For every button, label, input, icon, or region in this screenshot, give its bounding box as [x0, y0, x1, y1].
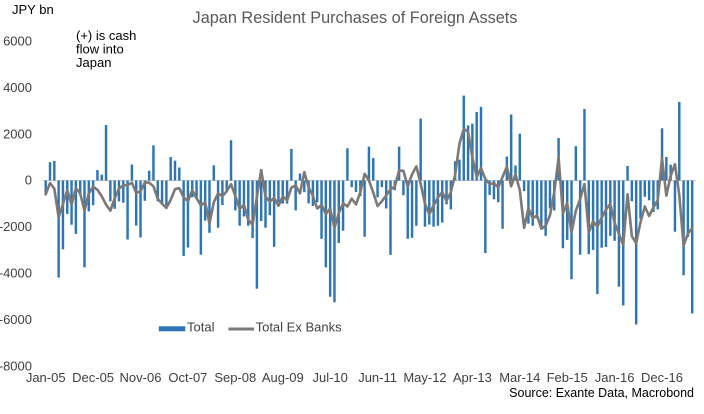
- svg-text:Oct-07: Oct-07: [168, 370, 207, 385]
- svg-text:-8000: -8000: [0, 358, 32, 373]
- svg-text:-4000: -4000: [0, 266, 32, 281]
- svg-text:Dec-16: Dec-16: [641, 370, 683, 385]
- svg-text:Nov-06: Nov-06: [120, 370, 162, 385]
- svg-text:Feb-15: Feb-15: [547, 370, 588, 385]
- svg-text:Aug-09: Aug-09: [262, 370, 304, 385]
- svg-text:Japan Resident Purchases of Fo: Japan Resident Purchases of Foreign Asse…: [193, 9, 518, 27]
- svg-text:Mar-14: Mar-14: [499, 370, 540, 385]
- svg-text:2000: 2000: [3, 126, 32, 141]
- svg-text:Jun-11: Jun-11: [358, 370, 397, 385]
- svg-text:Sep-08: Sep-08: [214, 370, 256, 385]
- svg-text:Total: Total: [187, 320, 215, 335]
- svg-text:-6000: -6000: [0, 312, 32, 327]
- svg-text:Dec-05: Dec-05: [72, 370, 114, 385]
- svg-text:Total Ex Banks: Total Ex Banks: [256, 320, 342, 335]
- svg-text:-2000: -2000: [0, 219, 32, 234]
- svg-text:Jan-05: Jan-05: [26, 370, 66, 385]
- svg-text:Japan: Japan: [76, 55, 111, 70]
- svg-text:Jul-10: Jul-10: [312, 370, 347, 385]
- svg-text:JPY bn: JPY bn: [12, 2, 54, 17]
- svg-text:0: 0: [25, 173, 32, 188]
- svg-text:4000: 4000: [3, 80, 32, 95]
- svg-text:Jan-16: Jan-16: [595, 370, 635, 385]
- svg-text:6000: 6000: [3, 34, 32, 49]
- svg-text:May-12: May-12: [403, 370, 446, 385]
- svg-text:Apr-13: Apr-13: [453, 370, 492, 385]
- svg-text:flow into: flow into: [76, 41, 124, 56]
- svg-text:(+) is cash: (+) is cash: [76, 28, 136, 43]
- svg-text:Source: Exante Data, Macrobond: Source: Exante Data, Macrobond: [509, 386, 694, 400]
